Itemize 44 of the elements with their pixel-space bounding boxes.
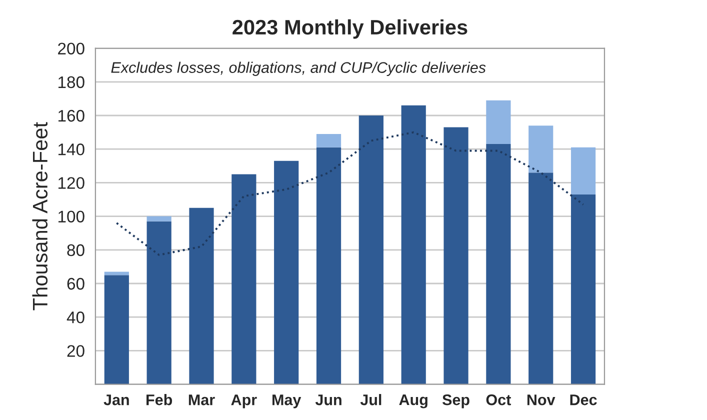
x-tick-label: Nov xyxy=(527,394,556,406)
x-tick-label: Oct xyxy=(486,394,511,406)
y-tick-label: 160 xyxy=(58,110,84,122)
y-tick-label: 200 xyxy=(58,42,84,55)
bar xyxy=(444,127,468,384)
x-tick-label: Dec xyxy=(570,394,597,406)
bar xyxy=(486,144,511,384)
y-tick-label: 80 xyxy=(67,244,84,256)
bar xyxy=(189,208,214,384)
bar xyxy=(316,134,342,148)
y-axis-title: Thousand Acre-Feet xyxy=(32,122,48,310)
chart-title: 2023 Monthly Deliveries xyxy=(232,19,468,39)
bar xyxy=(104,275,129,384)
bar xyxy=(528,126,554,173)
x-tick-label: Aug xyxy=(399,394,428,408)
x-tick-label: May xyxy=(272,394,302,408)
x-tick-label: Sep xyxy=(442,394,470,408)
bar xyxy=(570,194,596,384)
y-tick-label: 100 xyxy=(58,210,84,223)
bar xyxy=(316,147,342,384)
line-series xyxy=(116,131,584,256)
bar xyxy=(401,105,426,384)
bar xyxy=(232,174,256,384)
y-tick-label: 140 xyxy=(58,144,84,156)
bar xyxy=(570,147,596,194)
y-tick-label: 20 xyxy=(67,345,84,357)
x-tick-label: Jan xyxy=(104,394,129,406)
bar xyxy=(146,221,172,384)
x-tick-label: Apr xyxy=(231,394,257,408)
y-tick-label: 40 xyxy=(66,312,84,324)
y-tick-label: 120 xyxy=(58,177,84,189)
bar xyxy=(528,172,554,384)
y-tick-label: 180 xyxy=(58,76,84,88)
x-tick-label: Jun xyxy=(315,394,342,406)
bar xyxy=(486,100,511,144)
x-tick-label: Jul xyxy=(360,394,382,406)
bar xyxy=(104,272,129,276)
y-tick-label: 60 xyxy=(67,278,84,290)
bar xyxy=(274,160,299,384)
x-tick-label: Feb xyxy=(146,394,172,406)
bar xyxy=(358,116,384,384)
annotation: Excludes losses, obligations, and CUP/Cyclic deliveries xyxy=(111,62,486,76)
bar xyxy=(146,216,172,222)
x-tick-label: Mar xyxy=(188,394,215,406)
